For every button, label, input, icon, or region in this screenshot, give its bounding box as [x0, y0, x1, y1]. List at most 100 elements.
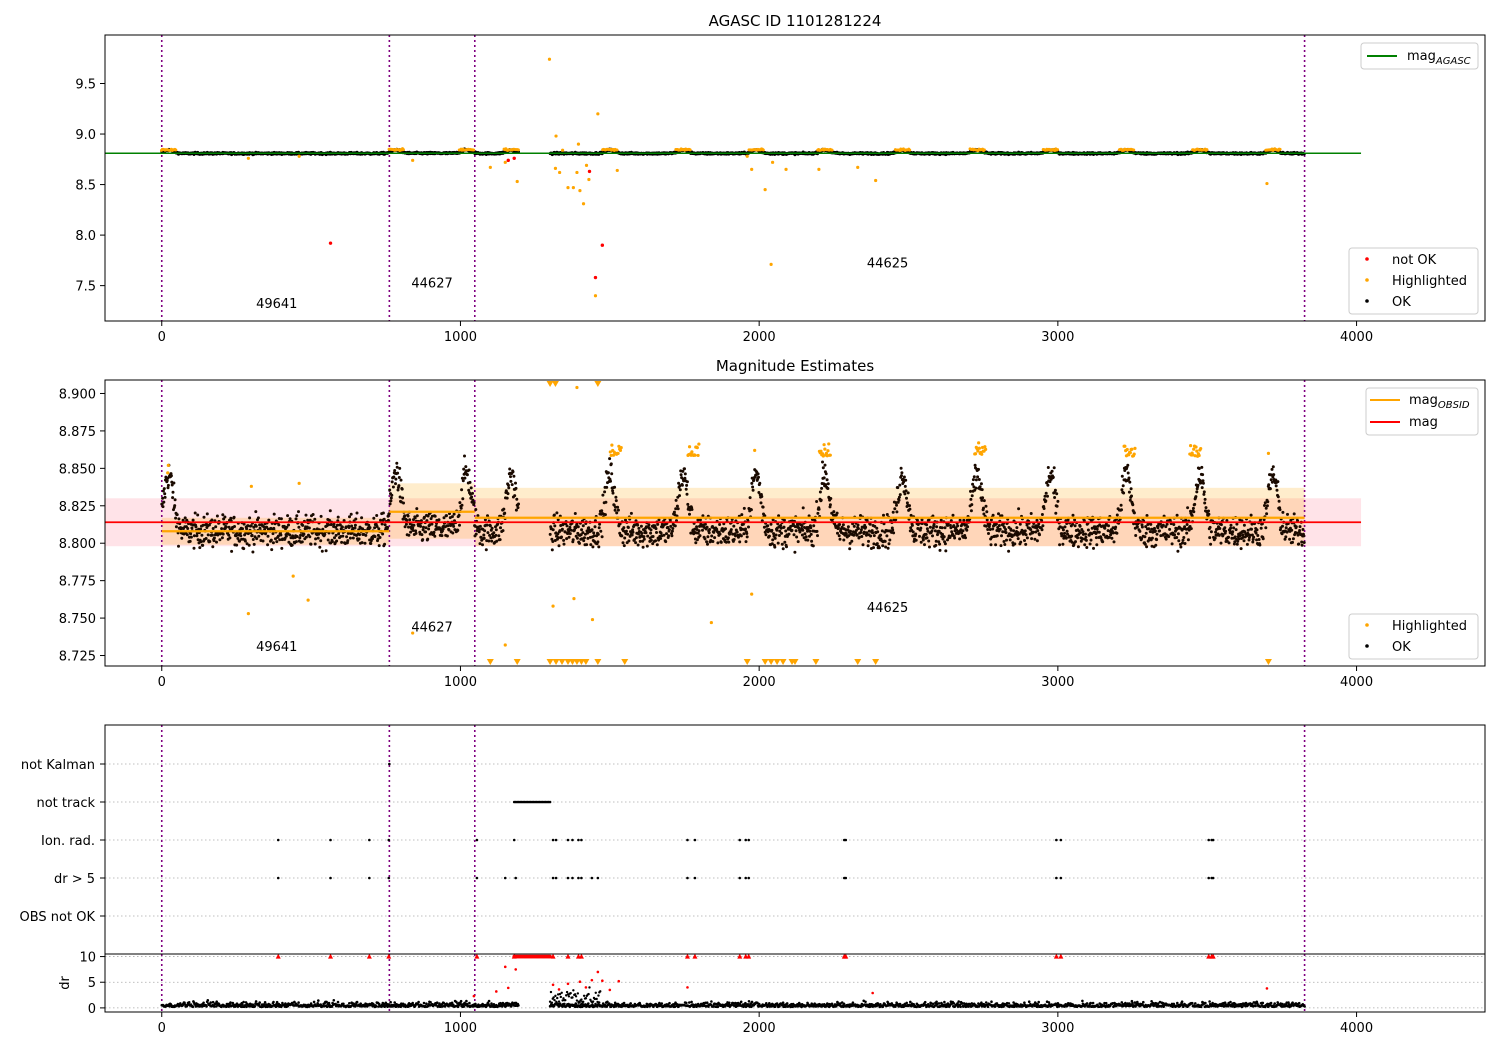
ok-point: [420, 533, 424, 537]
ok-point: [211, 545, 215, 549]
ok-point: [613, 485, 617, 489]
ok-point: [971, 478, 975, 482]
ok-point: [892, 531, 896, 535]
ok-point: [464, 465, 468, 469]
ok-point: [457, 513, 461, 517]
ok-point: [364, 533, 368, 537]
ok-point: [964, 536, 967, 540]
ok-point: [451, 531, 455, 535]
ok-point: [943, 542, 947, 546]
ok-point: [629, 511, 633, 515]
ok-point: [698, 534, 702, 538]
ok-point: [476, 514, 480, 518]
ok-point: [792, 533, 796, 537]
ok-point: [323, 532, 327, 536]
ok-point: [204, 537, 208, 540]
ok-point: [402, 501, 405, 505]
ok-point: [424, 530, 428, 534]
ok-point: [642, 537, 646, 541]
ok-point: [806, 538, 810, 542]
ok-point: [201, 543, 205, 547]
ok-point: [307, 526, 311, 530]
ok-point: [644, 531, 648, 535]
ok-point: [885, 513, 889, 516]
ok-point: [694, 541, 698, 545]
ok-point: [355, 511, 359, 515]
ok-point: [655, 531, 658, 534]
ok-point: [944, 549, 948, 553]
ok-point: [1025, 536, 1029, 540]
ok-point: [172, 481, 176, 485]
ok-point: [328, 509, 332, 513]
ok-point: [631, 530, 635, 534]
ok-point: [212, 536, 216, 540]
ok-point: [499, 526, 502, 530]
ok-point: [212, 539, 216, 543]
ok-point: [185, 533, 189, 537]
ok-point: [228, 536, 232, 540]
ok-point: [614, 495, 618, 499]
x-axis-ticks: 0 1000 2000 3000 4000: [158, 321, 1373, 345]
ok-point: [956, 524, 960, 528]
ok-point: [227, 533, 231, 537]
ok-point: [1012, 529, 1016, 533]
ok-point: [192, 546, 196, 550]
ok-point: [316, 536, 320, 540]
obsid-label: 44627: [411, 277, 452, 292]
ok-point: [908, 504, 911, 508]
ok-point: [582, 539, 586, 543]
ok-point: [783, 540, 787, 544]
highlighted-point: [515, 179, 519, 184]
ok-point: [678, 488, 682, 492]
ok-point: [300, 540, 304, 544]
ok-point: [784, 529, 788, 533]
ok-point: [258, 526, 262, 530]
ok-point: [502, 507, 506, 511]
ok-point: [514, 481, 517, 485]
not-ok-point: [328, 241, 333, 245]
ok-point: [461, 497, 465, 501]
ok-point: [685, 492, 689, 496]
ok-point: [616, 508, 620, 512]
ok-point: [552, 513, 556, 517]
highlighted-point: [401, 148, 405, 152]
highlighted-point: [615, 168, 619, 173]
ok-point: [314, 537, 318, 541]
legend-label: Highlighted: [1392, 274, 1467, 289]
ok-point: [685, 483, 689, 487]
highlighted-point: [1265, 181, 1269, 186]
ok-point: [760, 495, 764, 498]
ok-point: [191, 518, 195, 522]
ok-point: [389, 499, 393, 503]
ok-point: [560, 535, 563, 539]
ok-point: [485, 523, 489, 527]
highlighted-point: [174, 148, 178, 152]
ok-point: [406, 514, 410, 518]
ok-point: [214, 525, 218, 529]
ok-point: [174, 516, 178, 520]
ok-point: [809, 532, 813, 536]
ok-point: [622, 526, 626, 530]
ok-point: [738, 540, 742, 544]
ok-point: [690, 508, 694, 511]
ok-point: [678, 494, 681, 498]
ok-point: [705, 525, 709, 529]
ok-point: [177, 544, 180, 548]
ok-point: [269, 538, 273, 542]
ok-point: [383, 523, 387, 527]
ok-point: [987, 532, 990, 535]
ok-point: [497, 534, 501, 538]
ok-point: [585, 543, 589, 547]
ok-point: [626, 532, 630, 536]
ok-point: [985, 510, 989, 514]
highlighted-point: [1278, 147, 1282, 151]
ok-point: [221, 513, 225, 517]
highlighted-point: [584, 163, 589, 167]
ok-point: [581, 524, 585, 528]
ok-point: [914, 532, 918, 536]
ok-point: [169, 474, 173, 478]
legend-point-swatch: [1365, 257, 1369, 261]
ok-point: [1015, 526, 1019, 530]
